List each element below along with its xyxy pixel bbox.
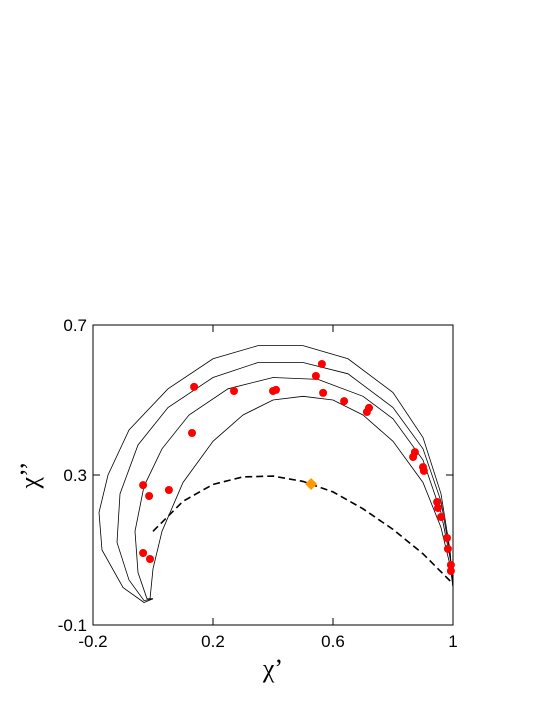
x-tick-label: -0.2 [78,632,107,651]
curve [149,395,453,600]
point [230,387,238,395]
point [188,429,196,437]
point [437,513,445,521]
point [446,567,455,575]
y-tick-label: 0.3 [63,466,87,485]
point [362,408,371,416]
point [443,544,452,553]
point [434,504,442,512]
dashed-curve [152,475,453,585]
point [190,382,199,391]
curve [98,345,453,603]
point [164,486,173,494]
point [311,372,320,380]
point [319,388,328,397]
x-tick-label: 0.2 [201,632,225,651]
point [419,466,428,475]
y-tick-label: 0.7 [63,316,87,335]
point [340,397,349,406]
point [139,549,148,557]
point [272,385,280,394]
x-tick-label: 0.6 [321,632,345,651]
point [409,453,418,461]
x-tick-label: 1 [448,632,457,651]
y-tick-label: -0.1 [58,616,87,635]
y-axis-label: χ’’ [15,462,44,490]
curve [116,362,453,602]
point [145,492,154,500]
point [446,561,455,569]
x-axis-label: χ’ [262,654,283,683]
point [139,481,148,490]
point [317,360,326,368]
curve [134,377,453,600]
diamond-point [305,478,318,490]
point [433,498,442,506]
point [443,534,451,542]
point [146,555,154,563]
plot-frame [92,324,454,626]
